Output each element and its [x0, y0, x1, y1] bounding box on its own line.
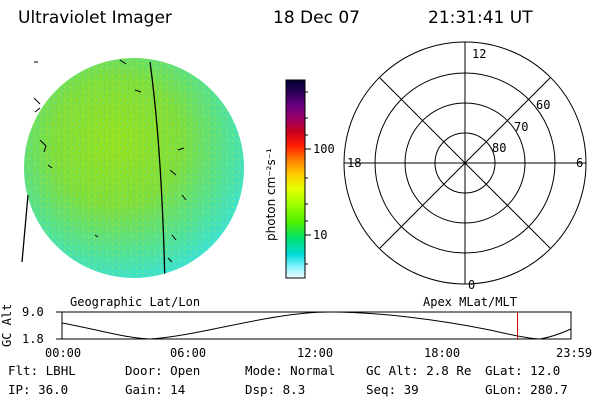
image-date: 18 Dec 07 — [273, 8, 360, 28]
geo-caption: Geographic Lat/Lon — [70, 295, 201, 309]
orbit-xtick-0600: 06:00 — [170, 346, 207, 360]
orbit-xtick-0000: 00:00 — [45, 346, 82, 360]
coastline-fragments — [94, 59, 187, 263]
mlat-label-60: 60 — [536, 98, 551, 112]
orbit-xtick-1800: 18:00 — [424, 346, 461, 360]
orbit-xtick-1200: 12:00 — [297, 346, 334, 360]
apex-caption: Apex MLat/MLT — [423, 295, 517, 309]
orbit-xtick-2359: 23:59 — [556, 346, 593, 360]
footer-mode: Mode: Normal — [245, 363, 336, 378]
footer-glon: GLon: 280.7 — [485, 382, 568, 397]
footer-dsp: Dsp: 8.3 — [245, 382, 306, 397]
meridian-line — [149, 61, 166, 278]
orbit-altitude-plot — [56, 311, 572, 340]
geo-image-disc — [21, 58, 244, 278]
colorbar-tick-100: 100 — [313, 142, 335, 156]
footer-ip: IP: 36.0 — [8, 382, 69, 397]
orbit-ytick-max: 9.0 — [22, 305, 44, 319]
polar-grid — [343, 41, 587, 285]
color-bar — [285, 79, 311, 279]
footer-gain: Gain: 14 — [125, 382, 186, 397]
colorbar-tick-10: 10 — [313, 228, 328, 242]
footer-door: Door: Open — [125, 363, 201, 378]
mlt-label-12: 12 — [472, 47, 487, 61]
mlt-label-0: 0 — [468, 278, 476, 292]
mlat-label-80: 80 — [492, 141, 507, 155]
mlat-label-70: 70 — [514, 120, 529, 134]
mlt-label-18: 18 — [347, 156, 362, 170]
footer-gc-alt: GC Alt: 2.8 Re — [366, 363, 472, 378]
orbit-axis-label: GC Alt — [0, 303, 14, 347]
footer-filter: Flt: LBHL — [8, 363, 76, 378]
orbit-ytick-min: 1.8 — [22, 332, 44, 346]
footer-seq: Seq: 39 — [366, 382, 419, 397]
instrument-title: Ultraviolet Imager — [18, 8, 172, 28]
footer-glat: GLat: 12.0 — [485, 363, 561, 378]
mlt-label-6: 6 — [576, 156, 584, 170]
image-time: 21:31:41 UT — [428, 8, 533, 28]
altitude-curve — [61, 311, 572, 340]
colorbar-unit-label: photon cm⁻²s⁻¹ — [264, 148, 278, 241]
